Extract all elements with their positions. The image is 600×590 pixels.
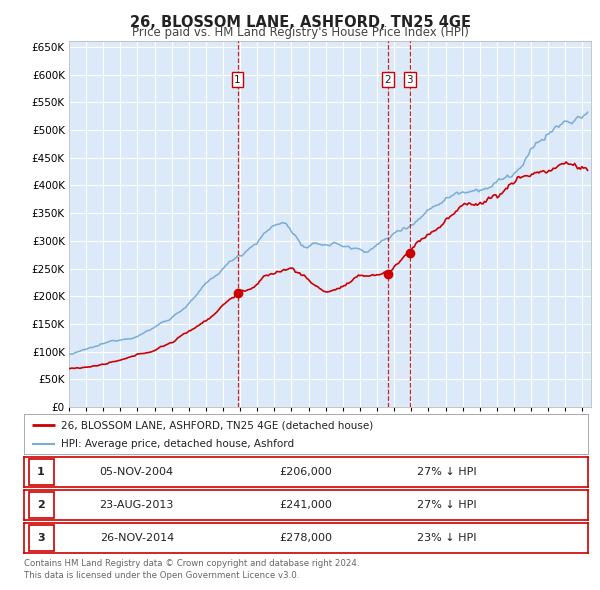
Text: Contains HM Land Registry data © Crown copyright and database right 2024.
This d: Contains HM Land Registry data © Crown c… [24,559,359,579]
Text: £241,000: £241,000 [280,500,332,510]
Text: £206,000: £206,000 [280,467,332,477]
Text: 3: 3 [37,533,45,543]
Text: 26, BLOSSOM LANE, ASHFORD, TN25 4GE (detached house): 26, BLOSSOM LANE, ASHFORD, TN25 4GE (det… [61,420,373,430]
Text: 27% ↓ HPI: 27% ↓ HPI [417,467,477,477]
Text: 1: 1 [37,467,45,477]
FancyBboxPatch shape [29,459,54,485]
Text: 05-NOV-2004: 05-NOV-2004 [100,467,174,477]
Text: 3: 3 [37,533,45,543]
Text: HPI: Average price, detached house, Ashford: HPI: Average price, detached house, Ashf… [61,440,294,449]
Text: 2: 2 [37,500,45,510]
Text: Price paid vs. HM Land Registry's House Price Index (HPI): Price paid vs. HM Land Registry's House … [131,26,469,39]
Text: 2: 2 [385,75,391,85]
Text: £278,000: £278,000 [280,533,332,543]
Text: 23% ↓ HPI: 23% ↓ HPI [417,533,477,543]
Text: 23-AUG-2013: 23-AUG-2013 [100,500,174,510]
Text: 26-NOV-2014: 26-NOV-2014 [100,533,174,543]
Text: 1: 1 [234,75,241,85]
Text: 3: 3 [406,75,413,85]
FancyBboxPatch shape [29,525,54,551]
FancyBboxPatch shape [29,492,54,518]
Text: 27% ↓ HPI: 27% ↓ HPI [417,500,477,510]
Text: 2: 2 [37,500,45,510]
Text: 1: 1 [37,467,45,477]
Text: 26, BLOSSOM LANE, ASHFORD, TN25 4GE: 26, BLOSSOM LANE, ASHFORD, TN25 4GE [130,15,470,30]
